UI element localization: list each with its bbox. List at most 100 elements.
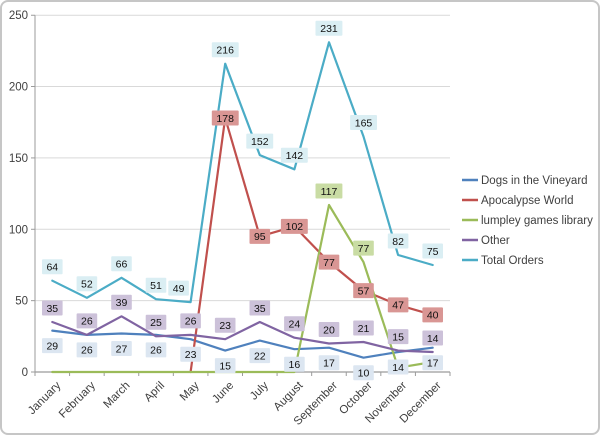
data-label-apocalypse-world: 77 <box>323 257 335 269</box>
data-label-other: 24 <box>289 319 301 331</box>
data-label-other: 21 <box>358 323 370 335</box>
data-label-other: 15 <box>392 331 404 343</box>
data-label-other: 20 <box>323 324 335 336</box>
x-axis-label-june: June <box>210 380 236 406</box>
data-label-total-orders: 216 <box>216 45 234 57</box>
data-label-dogs-in-the-vineyard: 15 <box>219 360 231 372</box>
data-label-dogs-in-the-vineyard: 26 <box>150 345 162 357</box>
data-label-dogs-in-the-vineyard: 29 <box>46 340 58 352</box>
data-label-box-dogs-in-the-vineyard <box>214 358 236 374</box>
data-label-total-orders: 165 <box>355 117 373 129</box>
data-label-box-other <box>180 313 201 329</box>
data-label-box-apocalypse-world <box>422 307 443 323</box>
data-label-box-lumpley-games-library <box>353 240 374 256</box>
data-label-box-dogs-in-the-vineyard <box>353 365 374 381</box>
data-label-dogs-in-the-vineyard: 23 <box>185 349 197 361</box>
data-label-box-apocalypse-world <box>211 110 239 126</box>
data-label-box-lumpley-games-library <box>315 183 343 199</box>
data-label-box-dogs-in-the-vineyard <box>180 346 201 362</box>
data-label-apocalypse-world: 95 <box>254 231 266 243</box>
data-label-lumpley-games-library: 77 <box>358 243 370 255</box>
data-label-total-orders: 64 <box>46 262 58 274</box>
data-label-box-apocalypse-world <box>387 297 409 313</box>
data-label-total-orders: 49 <box>173 283 185 295</box>
data-label-box-apocalypse-world <box>249 228 271 244</box>
data-label-box-total-orders <box>145 277 167 293</box>
data-label-box-total-orders <box>315 20 343 36</box>
data-label-box-dogs-in-the-vineyard <box>422 355 443 371</box>
data-label-other: 35 <box>46 303 58 315</box>
y-axis-tick-label: 200 <box>9 82 28 94</box>
y-axis-tick-label: 0 <box>22 367 28 379</box>
data-label-box-total-orders <box>280 147 308 163</box>
data-label-dogs-in-the-vineyard: 27 <box>116 343 128 355</box>
data-label-box-other <box>42 300 63 316</box>
data-label-box-dogs-in-the-vineyard <box>284 356 305 372</box>
x-axis-label-april: April <box>142 380 167 405</box>
data-label-box-dogs-in-the-vineyard <box>387 359 409 375</box>
y-axis-tick-label: 100 <box>9 224 28 236</box>
data-label-dogs-in-the-vineyard: 10 <box>358 368 370 380</box>
data-label-other: 14 <box>427 333 439 345</box>
x-axis-label-august: August <box>272 379 306 413</box>
data-label-box-other <box>214 317 236 333</box>
data-label-box-total-orders <box>350 115 377 130</box>
legend-label-total-orders: Total Orders <box>481 255 544 267</box>
legend-label-dogs-in-the-vineyard: Dogs in the Vineyard <box>481 175 588 187</box>
y-axis-tick-label: 50 <box>15 296 28 308</box>
data-label-total-orders: 82 <box>392 236 404 248</box>
data-label-box-total-orders <box>387 233 409 249</box>
x-axis-label-may: May <box>178 379 202 403</box>
data-label-other: 26 <box>81 316 93 328</box>
data-label-other: 39 <box>116 297 128 309</box>
legend-label-other: Other <box>481 235 510 247</box>
data-label-box-other <box>76 313 98 329</box>
data-label-box-total-orders <box>76 276 98 292</box>
data-label-total-orders: 66 <box>116 259 128 271</box>
data-label-box-dogs-in-the-vineyard <box>318 355 340 371</box>
data-label-total-orders: 51 <box>150 280 162 292</box>
data-label-other: 26 <box>185 316 197 328</box>
series-line-total-orders <box>51 41 434 304</box>
data-label-box-other <box>145 314 167 330</box>
data-label-box-other <box>318 322 340 337</box>
data-label-box-dogs-in-the-vineyard <box>42 338 63 354</box>
data-label-apocalypse-world: 47 <box>392 300 404 312</box>
data-label-box-other <box>387 329 409 345</box>
data-label-apocalypse-world: 102 <box>286 221 304 233</box>
data-label-box-other <box>422 330 443 346</box>
legend-label-lumpley-games-library: lumpley games library <box>481 215 593 227</box>
data-label-box-apocalypse-world <box>353 283 374 299</box>
data-label-box-dogs-in-the-vineyard <box>249 348 271 364</box>
y-axis-tick-label: 250 <box>9 10 28 22</box>
data-label-box-total-orders <box>42 259 63 275</box>
data-label-dogs-in-the-vineyard: 17 <box>427 358 439 370</box>
data-label-other: 23 <box>219 320 231 332</box>
data-label-box-apocalypse-world <box>280 218 308 234</box>
data-label-box-total-orders <box>422 243 443 259</box>
data-label-dogs-in-the-vineyard: 26 <box>81 345 93 357</box>
legend-label-apocalypse-world: Apocalypse World <box>481 195 573 207</box>
series-line-lumpley-games-library <box>51 203 434 374</box>
data-label-apocalypse-world: 40 <box>427 310 439 322</box>
data-label-total-orders: 142 <box>286 150 304 162</box>
series-line-dogs-in-the-vineyard <box>51 329 434 359</box>
data-label-apocalypse-world: 178 <box>216 113 234 125</box>
data-label-box-apocalypse-world <box>318 254 340 270</box>
data-label-box-total-orders <box>246 133 274 149</box>
data-label-box-dogs-in-the-vineyard <box>145 342 167 358</box>
data-label-box-total-orders <box>111 256 132 272</box>
data-label-other: 25 <box>150 317 162 329</box>
data-label-box-total-orders <box>211 42 239 58</box>
data-label-dogs-in-the-vineyard: 16 <box>289 359 301 371</box>
data-label-box-dogs-in-the-vineyard <box>76 342 98 358</box>
data-label-lumpley-games-library: 117 <box>321 186 338 198</box>
series-line-other <box>51 315 434 354</box>
y-axis-tick-label: 150 <box>9 153 28 165</box>
data-label-apocalypse-world: 57 <box>358 285 370 297</box>
data-label-box-other <box>249 300 271 316</box>
data-label-box-other <box>111 294 132 310</box>
data-label-dogs-in-the-vineyard: 22 <box>254 350 266 362</box>
